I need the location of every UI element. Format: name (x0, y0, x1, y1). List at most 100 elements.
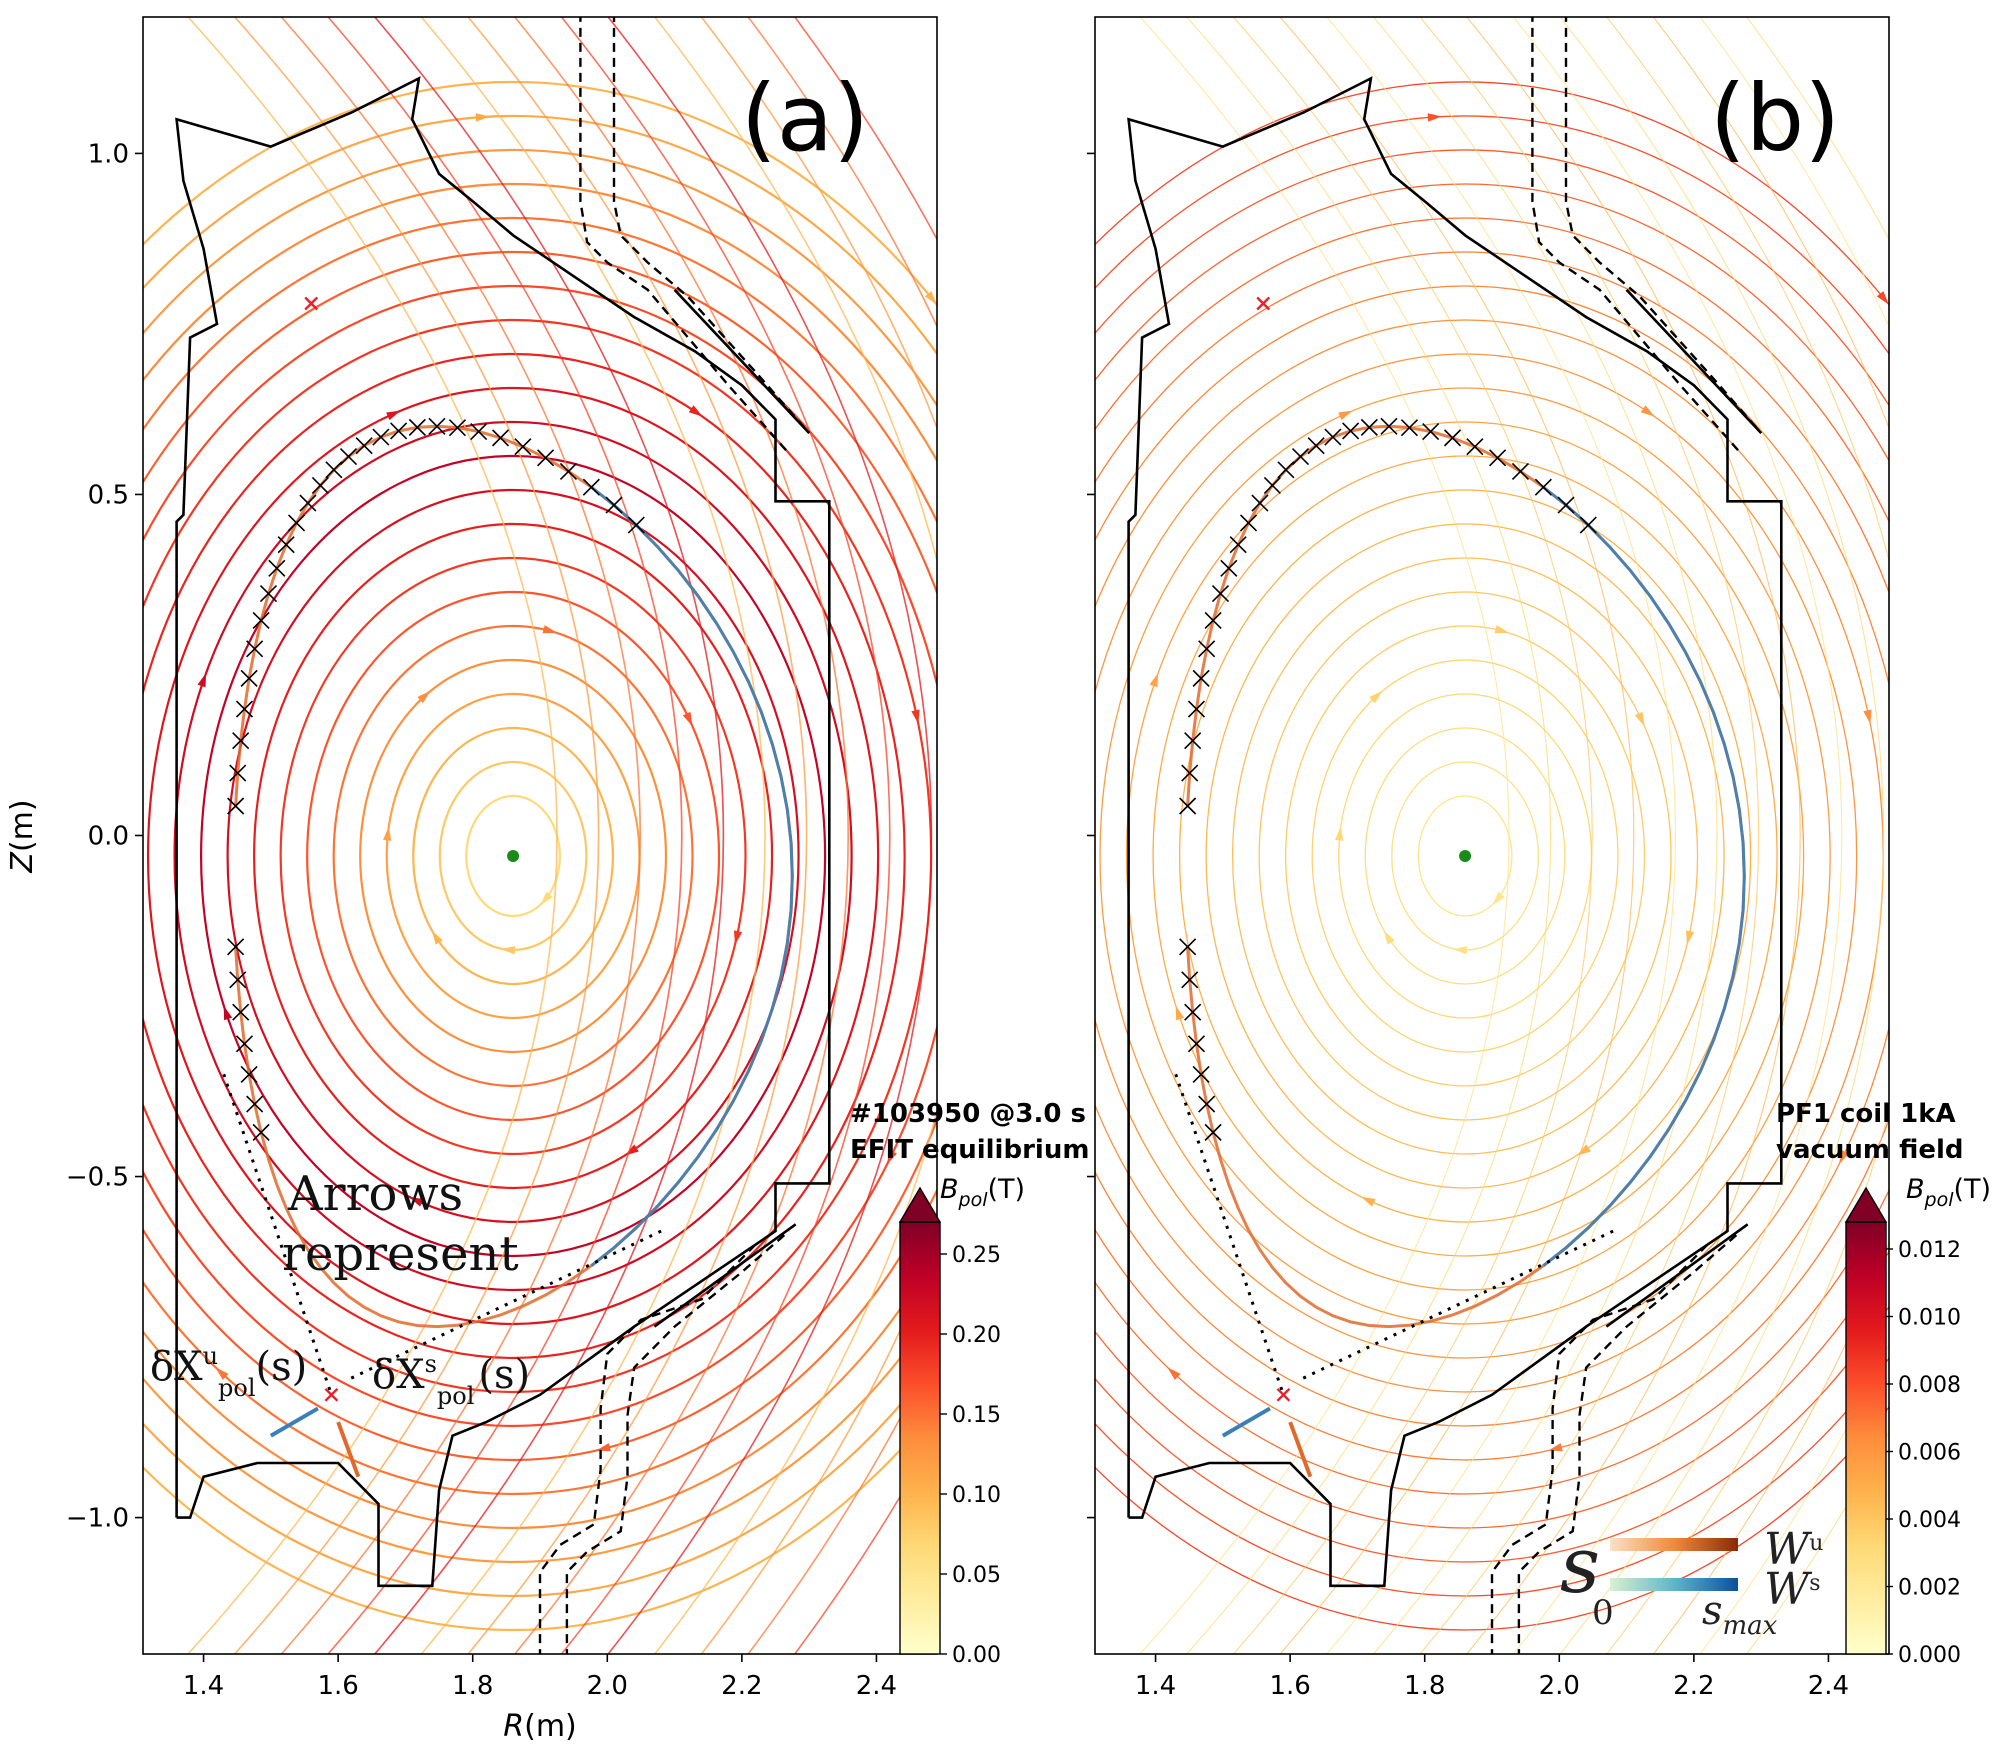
magnetic-axis-marker (507, 849, 520, 862)
field-line (1095, 149, 1889, 1563)
structure-a (175, 17, 831, 1654)
boundary-hatch (605, 496, 623, 514)
open-field-line (1185, 17, 1552, 1654)
boundary-hatch (1179, 797, 1197, 815)
field-arrow (1452, 946, 1468, 955)
boundary-hatch (1342, 422, 1360, 440)
separatrix (1186, 424, 1746, 1329)
x-tick-label: 2.0 (587, 1671, 628, 1701)
colorbar-title-a-line1: #103950 @3.0 s (850, 1099, 1086, 1129)
boundary-hatch (232, 1003, 250, 1021)
boundary-hatch (514, 438, 532, 456)
field-arrow (540, 891, 553, 906)
colorbar-tick-label: 0.000 (1898, 1643, 1961, 1668)
boundary-hatch (235, 700, 254, 718)
annotation-arrows: Arrows (287, 1166, 463, 1222)
boundary-hatch (1263, 476, 1281, 494)
field-line (1095, 81, 1889, 1631)
colorbar-tick-label: 0.20 (952, 1323, 1001, 1348)
field-line (143, 149, 937, 1563)
open-field-line (513, 17, 849, 1654)
field-arrow (1338, 410, 1353, 421)
field-arrow (624, 1144, 639, 1156)
stable-manifold (1542, 486, 1746, 1267)
field-arrow (924, 291, 937, 305)
boundary-hatch (1184, 732, 1202, 750)
boundary-hatch (372, 428, 390, 446)
boundary-hatch (1443, 429, 1462, 447)
boundary-hatch (627, 516, 645, 534)
boundary-hatch (1211, 585, 1230, 603)
legend-ws-bar (1610, 1578, 1738, 1591)
x-tick-label: 2.2 (721, 1671, 762, 1701)
boundary-hatch (287, 514, 306, 532)
boundary-hatch (1466, 438, 1484, 456)
field-arrow (1839, 1149, 1849, 1165)
colorbar-title-b-line1: PF1 coil 1kA (1776, 1099, 1956, 1129)
panel-label-b: (b) (1710, 65, 1840, 172)
field-line (143, 217, 937, 1495)
field-line (1231, 557, 1699, 1155)
field-arrow (1369, 690, 1383, 704)
lower-plate (653, 1223, 797, 1328)
field-line (412, 726, 615, 986)
boundary-hatch (1229, 536, 1247, 554)
x-tick-label: 1.8 (1404, 1671, 1445, 1701)
boundary-hatch (252, 1123, 270, 1141)
boundary-hatch (355, 437, 373, 455)
field-line (143, 115, 937, 1597)
x-point-marker (1256, 296, 1271, 311)
stable-manifold (590, 486, 794, 1267)
open-field-line (373, 17, 725, 1654)
field-line (173, 420, 853, 1292)
field-arrow (941, 931, 949, 945)
field-arrow (542, 625, 558, 634)
boundary-hatch (240, 669, 258, 687)
field-arrow (1427, 113, 1442, 122)
field-line (143, 81, 937, 1631)
open-field-line (793, 17, 937, 1654)
boundary-hatch (537, 449, 555, 467)
field-arrow (1863, 709, 1872, 725)
field-line (1311, 659, 1619, 1053)
colorbar-unit-a: Bpol(T) (940, 1174, 1025, 1211)
colorbar-b: 0.000 0.002 0.004 0.006 0.008 0.010 0.012 (1844, 1186, 1961, 1668)
field-arrow (223, 1005, 233, 1021)
field-arrow (417, 690, 431, 704)
field-arrow (1494, 625, 1510, 634)
upper-plate (1625, 288, 1763, 434)
field-arrow (1492, 891, 1505, 906)
legend-ws: Ws (1764, 1564, 1821, 1615)
field-lines-b (941, 17, 1889, 1654)
colorbar-body (1845, 1221, 1887, 1655)
colorbar-tick-label: 0.010 (1898, 1306, 1961, 1331)
stable-segment (1221, 1406, 1271, 1438)
boundary-hatch (252, 611, 270, 630)
colorbar-tick-label: 0.10 (952, 1483, 1001, 1508)
colorbar-tick-label: 0.006 (1898, 1441, 1961, 1466)
upper-coil-outline (1564, 17, 1763, 434)
colorbar-tick-label: 0.15 (952, 1403, 1001, 1428)
upper-coil-outline (1531, 17, 1742, 455)
boundary-hatch (1179, 938, 1197, 956)
open-field-line (1512, 17, 1843, 1654)
colorbar-title-a-line2: EFIT equilibrium (850, 1135, 1089, 1165)
colorbar-tick-label: 0.25 (952, 1243, 1001, 1268)
field-line (1417, 795, 1513, 917)
field-line (253, 522, 774, 1190)
open-field-line (1419, 17, 1759, 1654)
boundary-hatch (1579, 516, 1597, 534)
boundary-hatch (1181, 971, 1199, 989)
field-arrow (1383, 930, 1395, 945)
boundary-hatch (227, 797, 245, 815)
boundary-hatch (559, 462, 578, 480)
boundary-hatch (1324, 428, 1342, 446)
field-line (1125, 421, 1805, 1291)
open-field-line (653, 17, 937, 1654)
unstable-leg (1174, 1073, 1285, 1396)
legend-zero: 0 (1592, 1593, 1614, 1633)
y-axis-label: Z(m) (5, 799, 40, 873)
colorbar-tick-label: 0.012 (1898, 1238, 1961, 1263)
x-point-marker (1276, 1387, 1291, 1402)
